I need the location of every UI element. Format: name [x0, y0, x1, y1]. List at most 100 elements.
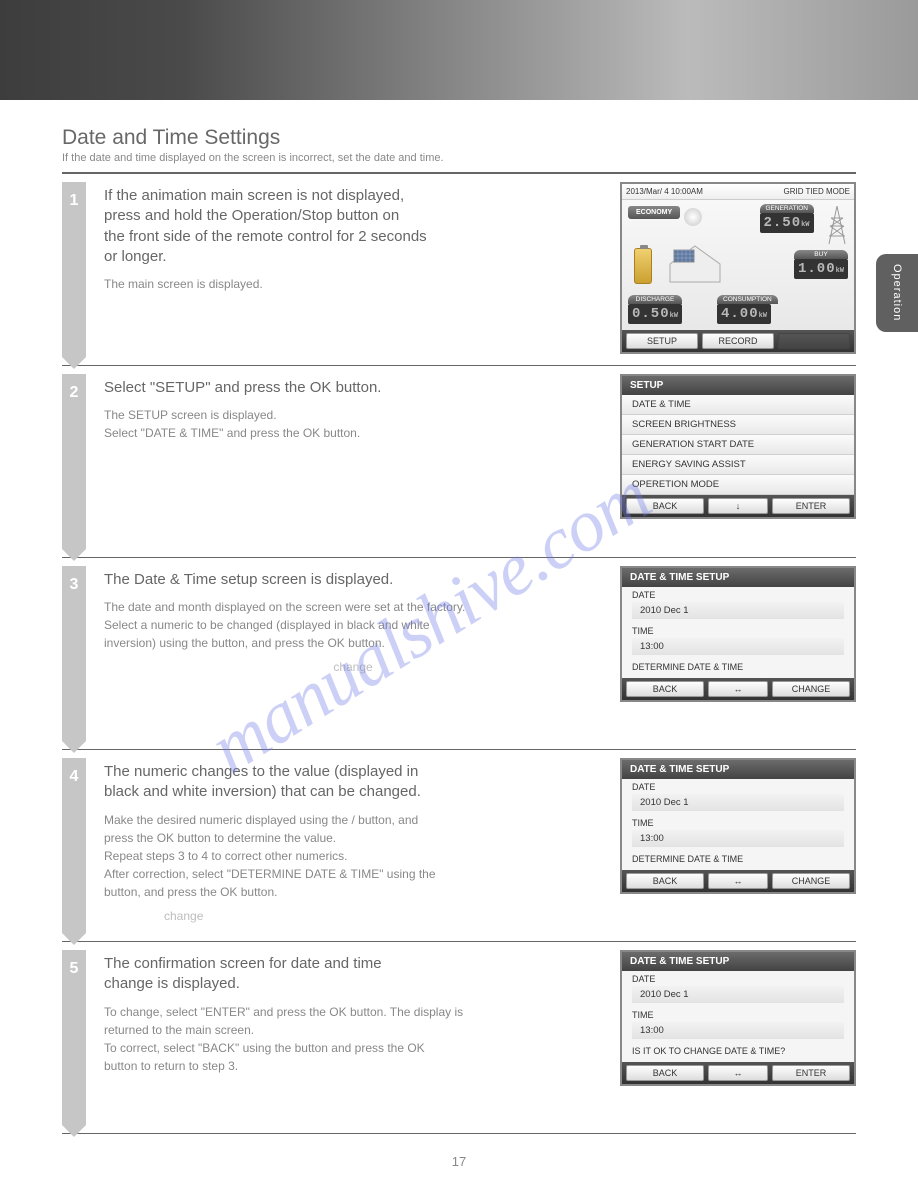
screen-footer: BACK ↔ CHANGE	[622, 678, 854, 700]
step-1: 1 If the animation main screen is not di…	[62, 174, 856, 366]
change-button[interactable]: CHANGE	[772, 873, 850, 889]
screen-topbar: 2013/Mar/ 4 10:00AM GRID TIED MODE	[622, 184, 854, 200]
arrow-button[interactable]: ↔	[708, 1065, 768, 1081]
back-button[interactable]: BACK	[626, 1065, 704, 1081]
time-field[interactable]: 13:00	[632, 1022, 844, 1039]
top-banner	[0, 0, 918, 100]
step-small: The main screen is displayed.	[104, 275, 602, 293]
date-field[interactable]: 2010 Dec 1	[632, 602, 844, 619]
step-lead: Select "SETUP" and press the OK button.	[104, 378, 602, 398]
step-small: Make the desired numeric displayed using…	[104, 811, 602, 901]
page-content: Date and Time Settings If the date and t…	[0, 100, 918, 1199]
screen-title: DATE & TIME SETUP	[622, 568, 854, 587]
screen-datetime: DATE & TIME SETUP DATE 2010 Dec 1 TIME 1…	[620, 566, 856, 702]
time-label: TIME	[622, 815, 854, 828]
battery-icon	[634, 248, 652, 284]
screen-title: DATE & TIME SETUP	[622, 760, 854, 779]
economy-badge: ECONOMY	[628, 206, 680, 219]
gen-label: GENERATION	[760, 204, 815, 213]
section-subtitle: If the date and time displayed on the sc…	[62, 152, 856, 164]
determine-label[interactable]: DETERMINE DATE & TIME	[622, 659, 854, 678]
menu-item[interactable]: DATE & TIME	[622, 395, 854, 415]
screen-setup: SETUP DATE & TIME SCREEN BRIGHTNESS GENE…	[620, 374, 856, 519]
confirm-label: IS IT OK TO CHANGE DATE & TIME?	[622, 1043, 854, 1062]
date-field[interactable]: 2010 Dec 1	[632, 986, 844, 1003]
buy-box: BUY 1.00kW	[794, 250, 848, 279]
topbar-left: 2013/Mar/ 4 10:00AM	[626, 187, 703, 196]
date-field[interactable]: 2010 Dec 1	[632, 794, 844, 811]
step-screenshot: DATE & TIME SETUP DATE 2010 Dec 1 TIME 1…	[620, 950, 856, 1125]
screen-title: SETUP	[622, 376, 854, 395]
section-title: Date and Time Settings	[62, 126, 856, 150]
step-screenshot: DATE & TIME SETUP DATE 2010 Dec 1 TIME 1…	[620, 758, 856, 933]
back-button[interactable]: BACK	[626, 873, 704, 889]
screen-datetime-confirm: DATE & TIME SETUP DATE 2010 Dec 1 TIME 1…	[620, 950, 856, 1086]
arrow-button[interactable]: ↔	[708, 873, 768, 889]
screen-footer: BACK ↓ ENTER	[622, 495, 854, 517]
step-text: If the animation main screen is not disp…	[104, 182, 602, 357]
date-label: DATE	[622, 971, 854, 984]
generation-box: GENERATION 2.50kW	[760, 204, 815, 233]
step-light: change	[104, 658, 602, 676]
step-num: 1	[62, 182, 86, 357]
step-num: 3	[62, 566, 86, 741]
date-label: DATE	[622, 779, 854, 792]
setup-button[interactable]: SETUP	[626, 333, 698, 349]
menu-item[interactable]: ENERGY SAVING ASSIST	[622, 455, 854, 475]
step-lead: If the animation main screen is not disp…	[104, 186, 602, 267]
date-label: DATE	[622, 587, 854, 600]
enter-button[interactable]: ENTER	[772, 1065, 850, 1081]
time-field[interactable]: 13:00	[632, 830, 844, 847]
gen-value: 2.50kW	[760, 213, 814, 233]
time-field[interactable]: 13:00	[632, 638, 844, 655]
enter-button[interactable]: ENTER	[772, 498, 850, 514]
dis-label: DISCHARGE	[628, 295, 682, 304]
menu-item[interactable]: SCREEN BRIGHTNESS	[622, 415, 854, 435]
menu-item[interactable]: GENERATION START DATE	[622, 435, 854, 455]
screen-main: 2013/Mar/ 4 10:00AM GRID TIED MODE ECONO…	[620, 182, 856, 354]
back-button[interactable]: BACK	[626, 681, 704, 697]
step-num: 5	[62, 950, 86, 1125]
screen-footer: BACK ↔ CHANGE	[622, 870, 854, 892]
down-button[interactable]: ↓	[708, 498, 768, 514]
step-4: 4 The numeric changes to the value (disp…	[62, 750, 856, 942]
consumption-box: CONSUMPTION 4.00kW	[717, 295, 778, 324]
sun-icon	[684, 208, 702, 226]
back-button[interactable]: BACK	[626, 498, 704, 514]
step-text: The Date & Time setup screen is displaye…	[104, 566, 602, 741]
step-screenshot: SETUP DATE & TIME SCREEN BRIGHTNESS GENE…	[620, 374, 856, 549]
step-light: change	[164, 907, 602, 925]
step-screenshot: DATE & TIME SETUP DATE 2010 Dec 1 TIME 1…	[620, 566, 856, 741]
step-small: The date and month displayed on the scre…	[104, 598, 602, 652]
menu-item[interactable]: OPERETION MODE	[622, 475, 854, 495]
topbar-right: GRID TIED MODE	[783, 187, 850, 196]
dis-value: 0.50kW	[628, 304, 682, 324]
step-num: 2	[62, 374, 86, 549]
house-icon	[666, 244, 724, 284]
step-text: The confirmation screen for date and tim…	[104, 950, 602, 1125]
record-button[interactable]: RECORD	[702, 333, 774, 349]
arrow-button[interactable]: ↔	[708, 681, 768, 697]
buy-value: 1.00kW	[794, 259, 848, 279]
step-text: Select "SETUP" and press the OK button. …	[104, 374, 602, 549]
step-small: To change, select "ENTER" and press the …	[104, 1003, 602, 1075]
determine-label[interactable]: DETERMINE DATE & TIME	[622, 851, 854, 870]
step-2: 2 Select "SETUP" and press the OK button…	[62, 366, 856, 558]
change-button[interactable]: CHANGE	[772, 681, 850, 697]
step-5: 5 The confirmation screen for date and t…	[62, 942, 856, 1134]
main-area: ECONOMY GENERATION 2.50kW BUY 1.00kW DIS…	[622, 200, 854, 330]
step-3: 3 The Date & Time setup screen is displa…	[62, 558, 856, 750]
step-small: The SETUP screen is displayed. Select "D…	[104, 406, 602, 442]
screen-footer: BACK ↔ ENTER	[622, 1062, 854, 1084]
discharge-box: DISCHARGE 0.50kW	[628, 295, 682, 324]
blank-button	[778, 333, 850, 349]
con-value: 4.00kW	[717, 304, 771, 324]
screen-title: DATE & TIME SETUP	[622, 952, 854, 971]
step-text: The numeric changes to the value (displa…	[104, 758, 602, 933]
time-label: TIME	[622, 1007, 854, 1020]
buy-label: BUY	[794, 250, 848, 259]
time-label: TIME	[622, 623, 854, 636]
screen-footer: SETUP RECORD	[622, 330, 854, 352]
screen-datetime: DATE & TIME SETUP DATE 2010 Dec 1 TIME 1…	[620, 758, 856, 894]
step-screenshot: 2013/Mar/ 4 10:00AM GRID TIED MODE ECONO…	[620, 182, 856, 357]
